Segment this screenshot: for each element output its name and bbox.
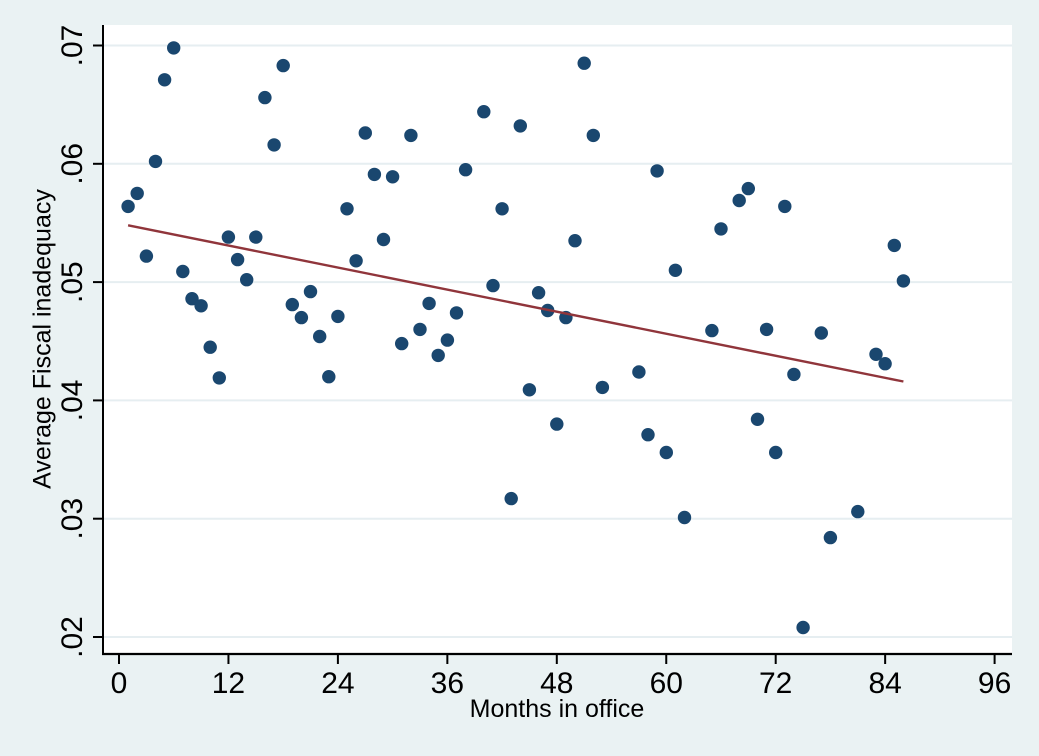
y-tick-label: .05: [56, 261, 89, 303]
data-point: [550, 417, 564, 431]
data-point: [322, 370, 336, 384]
data-point: [705, 323, 719, 338]
data-point: [340, 202, 354, 216]
data-point: [413, 322, 427, 337]
data-point: [477, 105, 491, 119]
data-point: [732, 193, 746, 208]
data-point: [641, 428, 655, 442]
data-point: [449, 306, 464, 320]
data-point: [212, 371, 226, 385]
data-point: [531, 286, 546, 300]
data-point: [139, 249, 154, 263]
data-point: [750, 412, 765, 426]
fit-line: [127, 224, 904, 383]
data-point: [395, 336, 409, 351]
data-point: [331, 309, 345, 324]
data-point: [486, 278, 500, 293]
data-point: [814, 326, 828, 340]
data-point: [221, 230, 236, 244]
data-point: [823, 530, 838, 545]
data-point: [267, 138, 281, 152]
data-point: [458, 163, 473, 177]
data-point: [276, 58, 290, 73]
data-point: [385, 170, 400, 184]
data-point: [650, 164, 664, 178]
plot-area: [102, 25, 1012, 653]
data-point: [431, 348, 445, 363]
data-point: [157, 73, 172, 87]
data-point: [240, 273, 254, 287]
data-point: [495, 202, 509, 216]
data-point: [194, 299, 208, 313]
y-tick-label: .03: [56, 498, 89, 540]
x-axis-title: Months in office: [469, 695, 645, 723]
data-point: [577, 56, 591, 70]
data-point: [376, 232, 391, 247]
data-point: [313, 329, 327, 344]
data-point: [668, 263, 683, 277]
data-point: [285, 297, 299, 312]
x-tick-label: 96: [978, 667, 1011, 700]
data-point: [632, 365, 646, 379]
x-tick-label: 36: [431, 667, 464, 700]
data-point: [586, 128, 600, 143]
data-point: [568, 234, 582, 248]
data-point: [522, 383, 537, 397]
data-point: [504, 491, 518, 506]
data-point: [887, 238, 901, 253]
data-point: [878, 357, 892, 371]
data-point: [513, 119, 527, 133]
data-point: [851, 504, 865, 519]
data-point: [796, 620, 810, 635]
data-point: [714, 222, 728, 236]
data-point: [294, 310, 309, 325]
data-point: [148, 154, 163, 169]
data-point: [176, 264, 190, 279]
data-point: [595, 380, 610, 395]
data-point: [349, 254, 363, 268]
data-point: [759, 322, 774, 337]
x-tick-label: 24: [321, 667, 354, 700]
data-point: [659, 445, 673, 460]
data-point: [769, 445, 783, 460]
x-tick-label: 84: [868, 667, 901, 700]
y-tick-label: .04: [56, 380, 89, 422]
data-point: [778, 199, 792, 214]
data-point: [787, 367, 801, 382]
data-point: [258, 90, 272, 105]
data-point: [303, 284, 318, 299]
data-point: [249, 230, 263, 244]
data-point: [358, 126, 372, 140]
data-point: [130, 186, 144, 201]
data-point: [367, 167, 382, 182]
data-point: [677, 510, 692, 525]
y-tick-label: .02: [56, 616, 89, 658]
data-point: [896, 274, 911, 288]
data-point: [230, 252, 245, 267]
data-point: [741, 181, 755, 196]
data-point: [404, 128, 418, 143]
data-point: [869, 347, 883, 361]
x-tick-label: 0: [111, 667, 128, 700]
data-point: [121, 199, 135, 214]
data-point: [440, 333, 455, 347]
data-point: [167, 41, 181, 55]
x-tick-label: 48: [540, 667, 573, 700]
y-tick-label: .06: [56, 143, 89, 185]
y-tick-label: .07: [56, 25, 89, 67]
x-tick-label: 60: [650, 667, 683, 700]
x-tick-label: 72: [759, 667, 792, 700]
y-axis-title: Average Fiscal inadequacy: [28, 189, 57, 489]
data-point: [422, 296, 436, 311]
data-point: [185, 292, 199, 306]
data-point: [203, 340, 217, 354]
x-tick-label: 12: [212, 667, 245, 700]
